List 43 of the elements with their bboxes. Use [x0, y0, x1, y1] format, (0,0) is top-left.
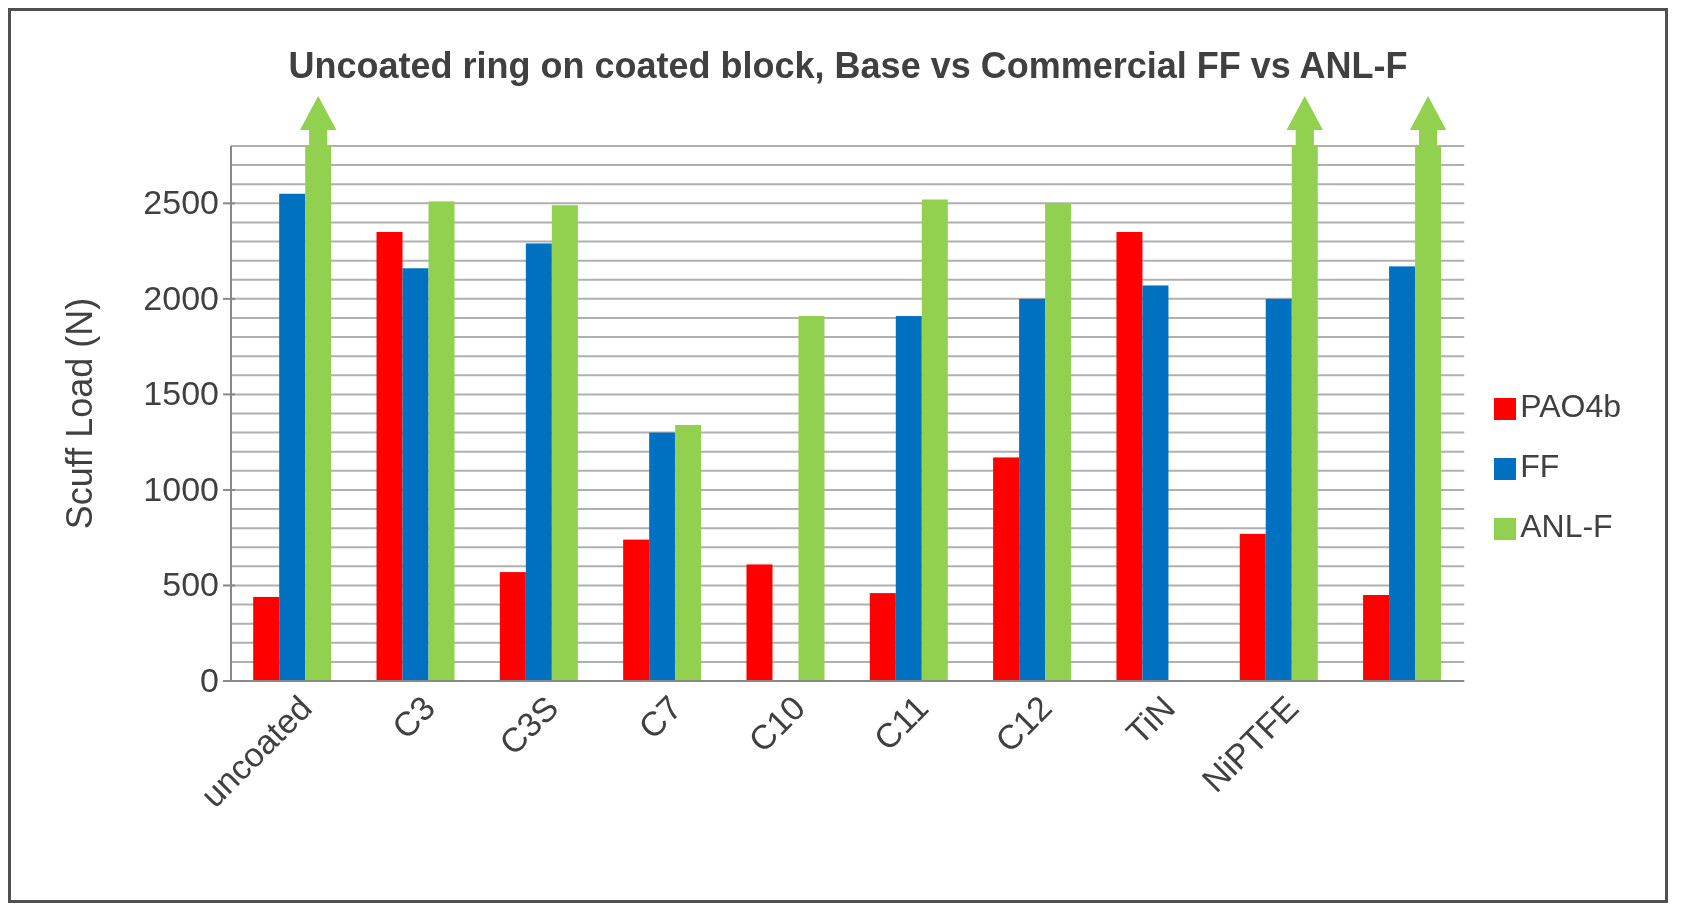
- bar: [675, 424, 702, 681]
- x-tick-label: C3S: [491, 688, 566, 762]
- x-tick-label: TiN: [1118, 688, 1183, 752]
- bar: [746, 564, 773, 681]
- chart-title: Uncoated ring on coated block, Base vs Commercial FF vs ANL-F: [287, 45, 1409, 87]
- bar: [376, 231, 403, 681]
- bar: [649, 432, 676, 681]
- bar: [499, 572, 526, 681]
- y-tick-label: 0: [200, 661, 219, 699]
- bar: [428, 201, 455, 681]
- x-tick-label: C11: [866, 688, 936, 758]
- bar: [869, 593, 896, 681]
- bar: [1265, 298, 1292, 681]
- bar: [279, 193, 306, 681]
- y-tick-label: 1500: [143, 374, 219, 413]
- y-tick-label: 500: [162, 565, 219, 604]
- bar: [1363, 595, 1390, 681]
- bar: [253, 596, 280, 681]
- x-tick-label: C3: [384, 688, 443, 746]
- x-tick-label: C10: [741, 688, 813, 760]
- bar: [921, 199, 948, 681]
- bar: [1045, 203, 1072, 681]
- bar: [551, 205, 578, 681]
- bar: [1239, 533, 1266, 681]
- y-tick-label: 1000: [143, 469, 219, 508]
- bar: [402, 268, 429, 681]
- x-tick-label: C7: [631, 688, 689, 746]
- bar: [623, 539, 650, 681]
- y-axis-title: Scuff Load (N): [58, 297, 100, 530]
- bar: [1019, 298, 1046, 681]
- bar: [798, 316, 825, 681]
- y-tick-label: 2000: [143, 278, 219, 317]
- bar: [993, 457, 1020, 681]
- legend-label: PAO4b: [1520, 388, 1621, 424]
- x-tick-label: C12: [987, 688, 1059, 760]
- bar: [1389, 266, 1416, 681]
- legend-label: FF: [1520, 448, 1560, 484]
- bar: [1142, 285, 1169, 681]
- legend-label: ANL-F: [1520, 508, 1613, 544]
- y-tick-label: 2500: [143, 183, 219, 222]
- bar: [1116, 231, 1143, 681]
- bar: [895, 316, 922, 681]
- bar: [525, 243, 552, 681]
